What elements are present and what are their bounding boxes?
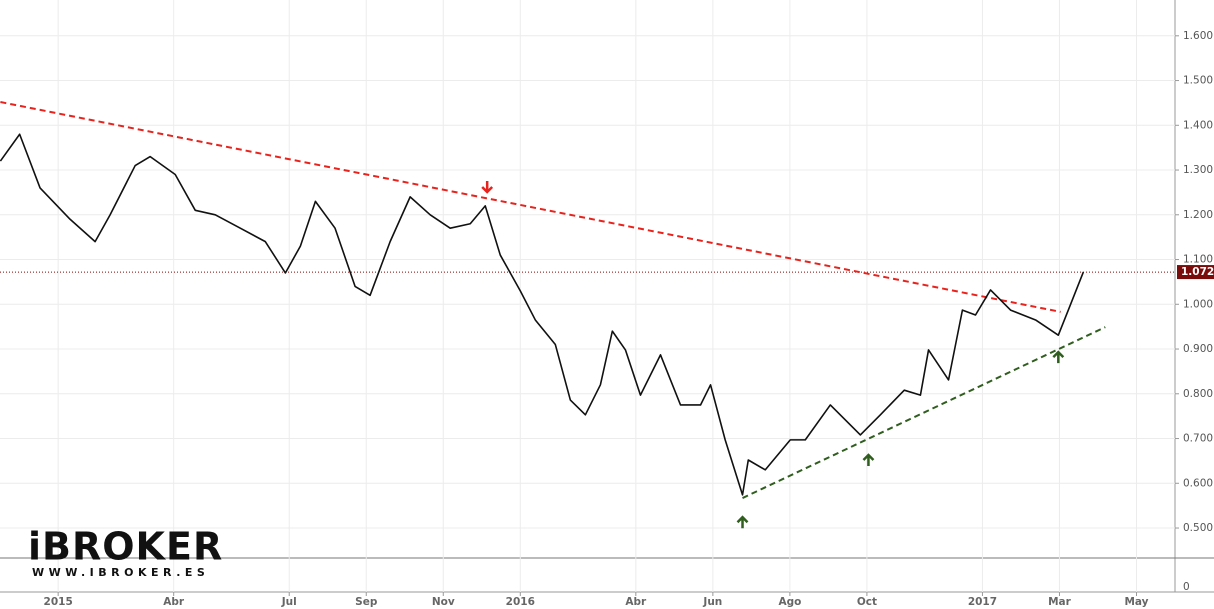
logo-name: iBROKER xyxy=(28,525,223,569)
price-line xyxy=(0,133,1085,496)
arrow-marker xyxy=(1052,350,1065,364)
x-tick-label: Jun xyxy=(702,596,722,608)
arrow-marker xyxy=(481,181,494,194)
x-tick-label: May xyxy=(1124,596,1148,608)
trendline xyxy=(0,101,1061,313)
last-price-box xyxy=(1177,265,1214,280)
y-tick-label: 1.300 xyxy=(1183,164,1213,176)
x-tick-label: Jul xyxy=(281,596,297,608)
y-tick-label: 1.500 xyxy=(1183,75,1213,87)
arrow-marker xyxy=(862,453,875,467)
last-price-label: 1.072 xyxy=(1181,266,1214,278)
logo-url: WWW.IBROKER.ES xyxy=(32,566,209,579)
y-tick-label: 0.600 xyxy=(1183,477,1213,489)
y-tick-label: 0.500 xyxy=(1183,522,1213,534)
x-tick-label: 2017 xyxy=(968,596,997,608)
y-tick-label: 0.800 xyxy=(1183,388,1213,400)
y-tick-label: 1.000 xyxy=(1183,298,1213,310)
x-tick-label: Nov xyxy=(432,596,455,608)
y-tick-label: 1.400 xyxy=(1183,119,1213,131)
x-tick-label: Sep xyxy=(355,596,378,608)
x-tick-label: Abr xyxy=(625,596,647,608)
y-tick-label: 1.600 xyxy=(1183,30,1213,42)
x-tick-label: 2015 xyxy=(44,596,73,608)
x-tick-label: Oct xyxy=(857,596,877,608)
volume-axis-label: 0 xyxy=(1183,581,1190,593)
x-tick-label: Mar xyxy=(1048,596,1072,608)
x-tick-label: Abr xyxy=(163,596,185,608)
x-tick-label: Ago xyxy=(778,596,801,608)
arrow-marker xyxy=(736,515,749,529)
y-tick-label: 1.200 xyxy=(1183,209,1213,221)
y-tick-label: 1.100 xyxy=(1183,254,1213,266)
y-tick-label: 0.700 xyxy=(1183,433,1213,445)
y-tick-label: 0.900 xyxy=(1183,343,1213,355)
trendline xyxy=(742,326,1106,499)
x-tick-label: 2016 xyxy=(506,596,535,608)
